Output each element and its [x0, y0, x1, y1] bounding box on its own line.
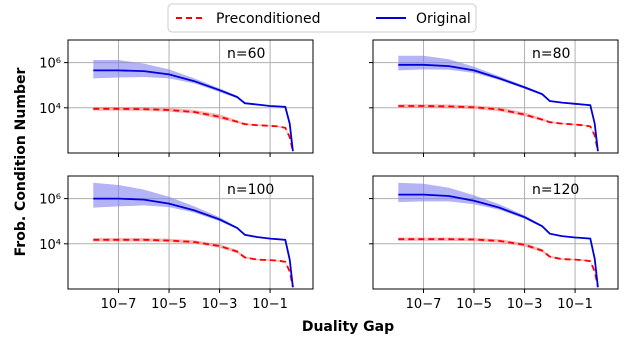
x-tick-label: 10−7: [101, 297, 137, 312]
preconditioned-band: [398, 104, 598, 153]
preconditioned-band: [93, 238, 293, 289]
x-axis-label: Duality Gap: [302, 319, 394, 335]
legend-box: [167, 3, 477, 33]
x-tick-label: 10−5: [456, 297, 492, 312]
preconditioned-line: [398, 238, 599, 288]
original-line: [93, 197, 294, 288]
preconditioned-band: [398, 237, 598, 289]
axes-frame: [67, 175, 314, 290]
x-tick-label: 10−5: [151, 297, 187, 312]
y-axis-label: Frob. Condition Number: [13, 68, 29, 257]
legend-original-label: Original: [416, 11, 471, 27]
panel-n80: n=80: [369, 39, 619, 157]
y-tick-label: 10⁴: [39, 238, 61, 253]
original-band: [93, 182, 293, 289]
panel-label: n=120: [532, 182, 579, 198]
x-tick-label: 10−1: [557, 297, 593, 312]
original-line: [398, 193, 599, 288]
axes-frame: [372, 39, 619, 154]
original-line: [398, 63, 599, 152]
panel-n120: 10−7 10−5 10−3 10−1 n=120: [369, 175, 619, 312]
y-tick-label: 10⁶: [39, 57, 61, 72]
x-tick-label: 10−3: [507, 297, 543, 312]
legend: Preconditioned Original: [167, 3, 477, 33]
preconditioned-line: [398, 105, 599, 152]
original-band: [93, 60, 293, 153]
plot-area: [93, 60, 294, 153]
plot-area: [398, 55, 599, 153]
axes-frame: [372, 175, 619, 290]
x-tick-label: 10−1: [252, 297, 288, 312]
x-tick-label: 10−3: [202, 297, 238, 312]
y-tick-label: 10⁴: [39, 102, 61, 117]
axes-frame: [67, 39, 314, 154]
panel-label: n=80: [532, 46, 570, 62]
y-tick-label: 10⁶: [39, 193, 61, 208]
plot-area: [93, 182, 294, 289]
x-tick-label: 10−7: [406, 297, 442, 312]
legend-preconditioned-label: Preconditioned: [216, 11, 321, 27]
panel-label: n=60: [227, 46, 265, 62]
panel-label: n=100: [227, 182, 274, 198]
preconditioned-line: [93, 238, 294, 288]
preconditioned-line: [93, 107, 294, 152]
plot-area: [398, 182, 599, 289]
preconditioned-band: [93, 106, 293, 153]
panel-n60: 10⁴ 10⁶ n=60: [39, 39, 314, 157]
original-line: [93, 69, 294, 152]
panel-n100: 10−7 10−5 10−3 10−1 10⁴ 10⁶ n=100: [39, 175, 314, 312]
